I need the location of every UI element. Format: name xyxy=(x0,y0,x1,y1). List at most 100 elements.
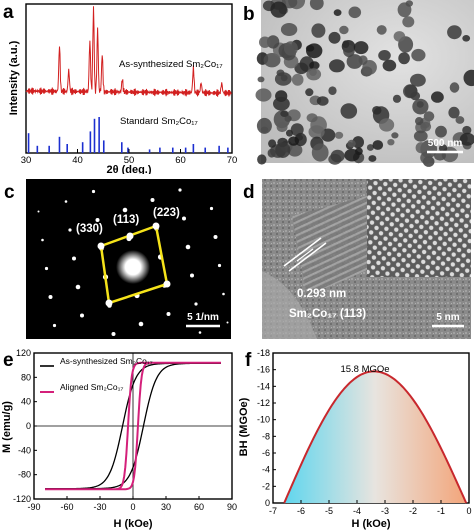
bh-x-tick-label: -1 xyxy=(437,506,445,516)
tem-particle xyxy=(347,139,356,148)
hrtem-amorphous-edge xyxy=(262,271,317,339)
panel-label-c: c xyxy=(4,182,15,203)
tem-particle xyxy=(366,144,374,151)
tem-particle xyxy=(415,117,424,126)
saed-index-113: (113) xyxy=(113,214,139,226)
hysteresis-x-axis-label: H (kOe) xyxy=(113,518,152,530)
tem-particle xyxy=(372,140,384,150)
bh-y-tick-label: -14 xyxy=(257,381,270,391)
hysteresis-x-tick-label: -60 xyxy=(60,502,73,512)
saed-spot xyxy=(217,263,222,268)
saed-spot xyxy=(194,302,198,306)
tem-particle xyxy=(348,6,362,19)
xrd-pattern-line xyxy=(25,6,232,97)
saed-spot xyxy=(190,273,194,278)
tem-particle xyxy=(382,59,397,72)
tem-particle xyxy=(462,35,471,42)
tem-particle xyxy=(290,123,304,137)
tem-particle xyxy=(274,72,292,86)
tem-particle xyxy=(405,0,413,7)
tem-particle xyxy=(305,88,314,97)
bh-x-tick-label: -5 xyxy=(325,506,333,516)
hysteresis-loop-aligned xyxy=(45,361,221,491)
hrtem-spacing-arrow xyxy=(296,248,314,262)
panel-label-b: b xyxy=(243,4,255,25)
bh-peak-label: 15.8 MGOe xyxy=(340,364,389,375)
tem-particle xyxy=(270,1,287,18)
tem-particle xyxy=(368,155,377,162)
saed-center-beam xyxy=(116,250,150,284)
tem-particle xyxy=(393,31,406,42)
tem-particle xyxy=(411,48,426,62)
tem-particle xyxy=(455,116,465,124)
bh-y-tick-label: -16 xyxy=(257,365,270,375)
bh-y-tick-label: -8 xyxy=(262,431,270,441)
hysteresis-y-tick-label: 80 xyxy=(21,372,31,382)
hysteresis-x-tick-label: 60 xyxy=(194,502,204,512)
saed-spot xyxy=(72,256,76,261)
tem-particle xyxy=(358,55,368,65)
hysteresis-x-tick-label: -90 xyxy=(27,502,40,512)
tem-particle xyxy=(280,110,289,117)
tem-particle xyxy=(435,125,447,138)
bh-x-tick-label: -2 xyxy=(409,506,417,516)
bh-y-tick-label: -12 xyxy=(257,398,270,408)
saed-scale-label: 5 1/nm xyxy=(187,312,219,323)
tem-particle xyxy=(309,0,324,11)
hysteresis-ticks: -90 -60 -30 0 30 60 90 120 80 40 0 -40 -80 -120 xyxy=(13,348,237,512)
hysteresis-zero-axes xyxy=(34,353,232,499)
saed-spot xyxy=(37,210,40,213)
bh-x-tick-label: -3 xyxy=(381,506,389,516)
hysteresis-y-tick-label: 40 xyxy=(21,397,31,407)
tem-particle xyxy=(403,84,418,99)
tem-particle xyxy=(431,91,444,103)
tem-particle xyxy=(311,143,329,162)
panel-a-xrd: a As-synthesized Sm₂Co₁₇ Standard Sm₂Co₁… xyxy=(3,2,237,174)
saed-spot xyxy=(41,238,44,242)
saed-spot xyxy=(80,313,84,318)
hrtem-phase-label: Sm₂Co₁₇ (113) xyxy=(289,308,366,320)
bh-y-axis-label: BH (MGOe) xyxy=(238,397,250,456)
hysteresis-y-tick-label: -40 xyxy=(18,445,31,455)
tem-particle xyxy=(308,125,325,139)
hrtem-lattice-fringes xyxy=(292,196,377,296)
saed-spot xyxy=(138,321,144,327)
tem-particle xyxy=(266,35,280,49)
saed-index-330: (330) xyxy=(76,223,103,235)
hrtem-scale-label: 5 nm xyxy=(436,312,459,323)
tem-particle xyxy=(402,16,415,28)
bh-x-tick-label: -6 xyxy=(297,506,305,516)
tem-particle xyxy=(276,121,288,133)
saed-spot xyxy=(91,189,96,194)
tem-particle xyxy=(316,96,329,106)
hysteresis-y-axis-label: M (emu/g) xyxy=(1,401,13,453)
panel-label-f: f xyxy=(245,350,252,371)
bh-filled-area xyxy=(284,371,467,503)
tem-particle xyxy=(311,23,326,38)
xrd-reference-sticks xyxy=(27,117,229,153)
xrd-x-tick-label: 30 xyxy=(21,155,32,166)
tem-particle xyxy=(447,25,462,40)
saed-spot xyxy=(122,207,128,213)
tem-particle xyxy=(288,136,299,146)
xrd-reference-label: Standard Sm₂Co₁₇ xyxy=(120,116,198,127)
tem-particle xyxy=(342,40,350,48)
tem-particle xyxy=(410,73,426,87)
tem-particle xyxy=(309,61,320,70)
tem-particle xyxy=(420,121,432,132)
bh-x-tick-label: -4 xyxy=(353,506,361,516)
tem-particle xyxy=(255,88,272,102)
saed-spot xyxy=(178,188,182,192)
tem-particle xyxy=(387,139,395,146)
bh-x-tick-label: -7 xyxy=(269,506,277,516)
xrd-x-tick-label: 40 xyxy=(72,155,83,166)
tem-particle xyxy=(334,131,344,139)
saed-spot xyxy=(226,321,229,324)
tem-particle xyxy=(306,43,323,59)
tem-particle xyxy=(287,143,303,157)
tem-particle xyxy=(328,31,341,44)
xrd-x-tick-label: 60 xyxy=(175,155,186,166)
hysteresis-y-tick-label: -80 xyxy=(18,470,31,480)
saed-spot xyxy=(222,292,225,296)
hysteresis-y-tick-label: 120 xyxy=(16,348,31,358)
